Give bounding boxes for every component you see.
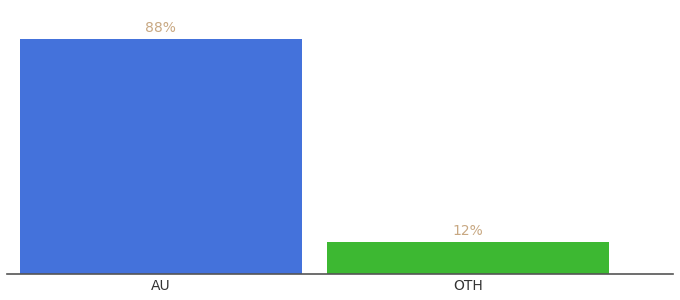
Text: 88%: 88%: [146, 21, 176, 35]
Bar: [20, 39, 301, 274]
Bar: [327, 242, 609, 274]
Text: 12%: 12%: [453, 224, 483, 238]
